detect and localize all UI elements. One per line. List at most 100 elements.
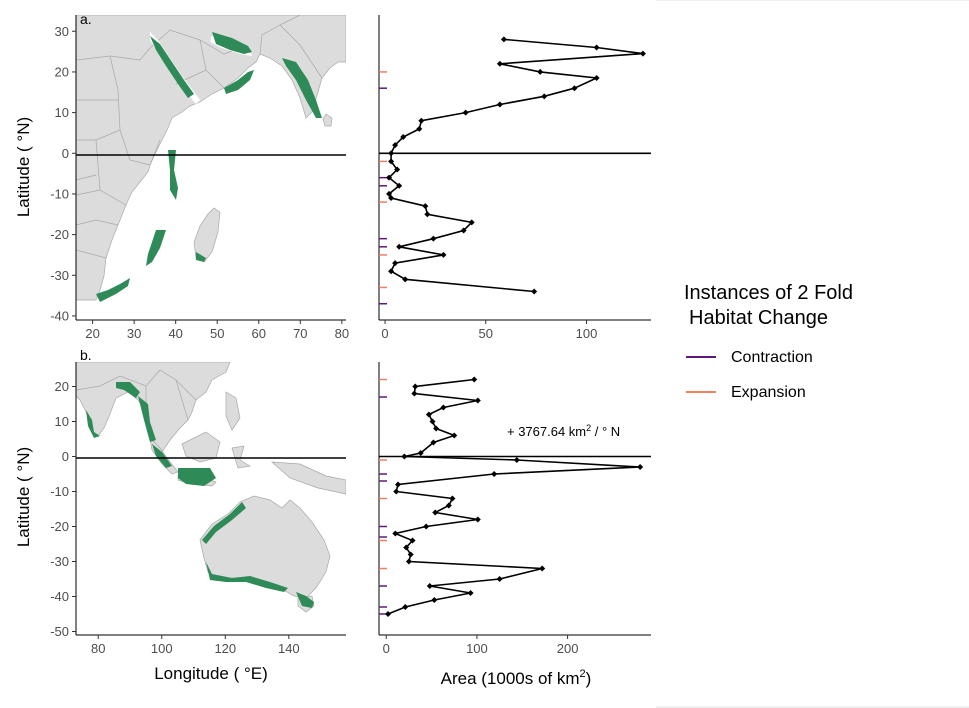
- chart-a-point: [537, 68, 544, 75]
- habitat-se-australia: [296, 592, 314, 608]
- chart-b-point: [423, 523, 430, 530]
- habitat-persian-gulf: [212, 32, 252, 54]
- chart-b-xtick-label: 0: [383, 641, 390, 656]
- chart-b-point: [417, 450, 424, 456]
- map-a-ytick-label: -20: [50, 227, 69, 242]
- chart-a-point: [386, 174, 393, 181]
- panel-label-a: a.: [80, 11, 92, 27]
- chart-b-point: [405, 558, 412, 565]
- chart-b-point: [429, 418, 436, 425]
- chart-b-point: [409, 537, 416, 544]
- chart-a-point: [424, 211, 431, 218]
- map-a-xtick-label: 80: [335, 326, 349, 341]
- chart-b-point: [451, 432, 458, 439]
- chart-b-point: [426, 583, 433, 589]
- chart-a-point: [496, 101, 503, 108]
- chart-a-point: [394, 166, 401, 173]
- chart-b-xtick-label: 200: [557, 641, 579, 656]
- country-borders-b: [76, 369, 197, 421]
- chart-b-point: [431, 597, 438, 603]
- chart-a-point: [468, 219, 475, 226]
- africa-landmass: [76, 15, 346, 301]
- map-b-ytick-label: -30: [50, 554, 69, 569]
- habitat-red-sea: [150, 36, 194, 98]
- chart-a-point: [496, 60, 503, 67]
- chart-b-point: [474, 516, 481, 523]
- chart-b-point: [440, 404, 447, 411]
- chart-b-point: [407, 551, 414, 558]
- map-b-ytick-label: -50: [50, 624, 69, 639]
- map-b-ytick-label: -20: [50, 519, 69, 534]
- chart-a-point: [531, 288, 538, 295]
- chart-a-point: [388, 195, 395, 201]
- sulawesi: [231, 445, 251, 469]
- habitat-india-east: [86, 410, 100, 438]
- chart-a-point: [392, 142, 399, 149]
- x-axis-label-area: Area (1000s of km2): [441, 668, 592, 688]
- chart-b-point: [467, 590, 474, 596]
- map-a-xtick-label: 70: [293, 326, 307, 341]
- habitat-arabia: [224, 70, 254, 94]
- chart-b-point: [392, 530, 399, 537]
- chart-a-point: [430, 235, 437, 242]
- chart-a-point: [593, 44, 600, 51]
- chart-b-series-line: [387, 378, 641, 615]
- y-axis-label-b: Latitude ( °N): [14, 447, 33, 547]
- chart-a-point: [500, 36, 507, 43]
- chart-a-point: [440, 251, 447, 258]
- habitat-mozambique: [146, 230, 166, 266]
- chart-a-point: [402, 276, 409, 283]
- map-a-ytick-label: -10: [50, 186, 69, 201]
- chart-a-point: [422, 203, 429, 210]
- chart-b-point: [539, 565, 546, 572]
- chart-b-point: [513, 457, 520, 463]
- chart-a-point: [388, 150, 395, 157]
- map-a-xtick-label: 40: [168, 326, 182, 341]
- chart-b-point: [637, 464, 644, 470]
- map-a-xtick-label: 20: [85, 326, 99, 341]
- chart-b-point: [430, 439, 437, 446]
- chart-a-point: [416, 125, 423, 132]
- chart-b-point: [403, 544, 410, 551]
- chart-a-point: [593, 75, 600, 82]
- map-a-ytick-label: 20: [55, 64, 69, 79]
- chart-a-point: [396, 243, 403, 250]
- philippines: [225, 391, 241, 431]
- chart-b-point: [395, 481, 402, 488]
- map-b: [76, 362, 346, 635]
- chart-b-xtick-label: 100: [466, 641, 488, 656]
- chart-a-xtick-label: 0: [381, 326, 388, 341]
- chart-b-point: [401, 453, 408, 460]
- chart-a-point: [392, 260, 399, 267]
- map-b-ytick-label: 20: [55, 379, 69, 394]
- map-a-ytick-label: -30: [50, 268, 69, 283]
- chart-a-point: [400, 134, 407, 140]
- chart-b-point: [471, 376, 478, 383]
- map-b-ytick-label: 10: [55, 414, 69, 429]
- country-borders-a: [76, 15, 323, 259]
- legend-label-expansion: Expansion: [731, 384, 806, 401]
- habitat-sumatra: [152, 444, 172, 468]
- map-a-xtick-label: 60: [252, 326, 266, 341]
- map-a-ytick-label: 0: [62, 146, 69, 161]
- map-b-xtick-label: 140: [278, 641, 300, 656]
- legend-title-line2: Habitat Change: [689, 307, 828, 329]
- map-a-ytick-label: -40: [50, 308, 69, 323]
- map-a-xtick-label: 30: [127, 326, 141, 341]
- annotation-equator-rate: + 3767.64 km2 / ° N: [507, 423, 620, 439]
- sri-lanka: [322, 113, 333, 127]
- panel-label-b: b.: [80, 347, 92, 363]
- habitat-sw-australia: [206, 562, 288, 592]
- legend: Instances of 2 Fold Habitat Change Contr…: [684, 282, 853, 401]
- legend-title-line1: Instances of 2 Fold: [684, 282, 853, 304]
- chart-a-point: [386, 190, 393, 197]
- chart-a-series-line: [387, 38, 644, 293]
- chart-b-point: [496, 576, 503, 582]
- map-a-axes: 30 20 10 0 -10 -20 -30 -40 20 30 40 50 60 70 80 a.: [50, 11, 349, 341]
- map-b-ytick-label: -40: [50, 589, 69, 604]
- chart-a-point: [571, 85, 578, 92]
- map-a-ytick-label: 10: [55, 105, 69, 120]
- habitat-south-africa: [96, 278, 130, 302]
